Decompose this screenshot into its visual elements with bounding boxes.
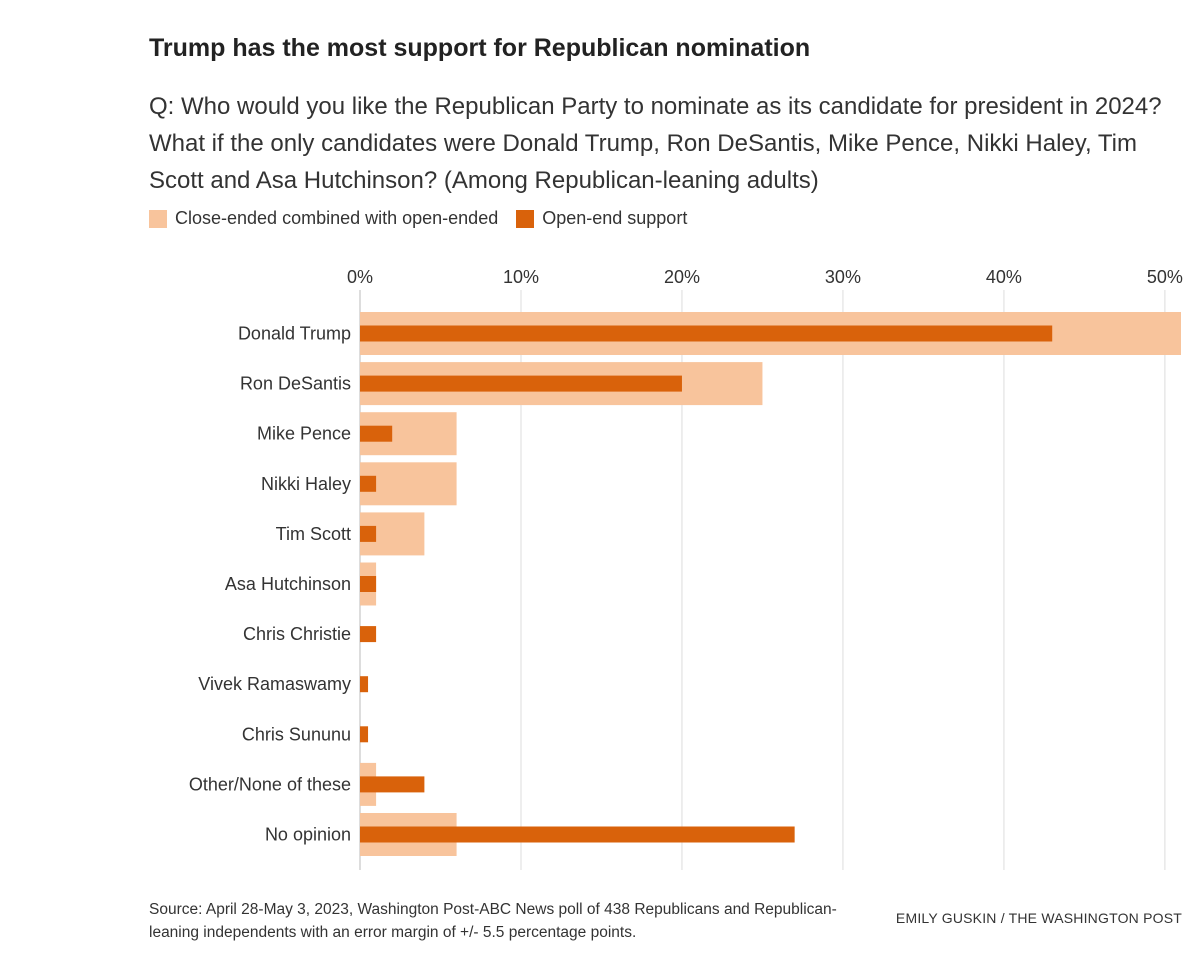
credit-line: EMILY GUSKIN / THE WASHINGTON POST bbox=[895, 910, 1182, 926]
x-tick-label: 20% bbox=[664, 267, 700, 287]
bar-open bbox=[360, 826, 795, 843]
category-label: Ron DeSantis bbox=[240, 374, 351, 394]
legend-item-open: Open-end support bbox=[516, 208, 687, 229]
bar-open bbox=[360, 475, 377, 492]
category-label: Asa Hutchinson bbox=[225, 574, 351, 594]
x-tick-label: 30% bbox=[825, 267, 861, 287]
category-label: Vivek Ramaswamy bbox=[198, 674, 351, 694]
bar-open bbox=[360, 726, 369, 743]
bar-open bbox=[360, 425, 393, 442]
category-label: Other/None of these bbox=[189, 774, 351, 794]
category-label: Nikki Haley bbox=[261, 474, 351, 494]
category-label: Tim Scott bbox=[276, 524, 351, 544]
chart-subtitle: Q: Who would you like the Republican Par… bbox=[149, 93, 1162, 194]
legend-item-combined: Close-ended combined with open-ended bbox=[149, 208, 498, 229]
bar-open bbox=[360, 525, 377, 542]
category-label: Mike Pence bbox=[257, 424, 351, 444]
x-tick-label: 50% bbox=[1147, 267, 1183, 287]
chart-title: Trump has the most support for Republica… bbox=[149, 34, 811, 62]
source-note: Source: April 28-May 3, 2023, Washington… bbox=[149, 901, 837, 941]
category-label: Chris Sununu bbox=[242, 724, 351, 744]
category-label: Donald Trump bbox=[238, 324, 351, 344]
category-label: Chris Christie bbox=[243, 624, 351, 644]
legend: Close-ended combined with open-ended Ope… bbox=[149, 208, 705, 229]
category-label: No opinion bbox=[265, 825, 351, 845]
x-tick-label: 10% bbox=[503, 267, 539, 287]
legend-swatch-combined bbox=[149, 209, 167, 228]
bar-open bbox=[360, 676, 369, 693]
bar-open bbox=[360, 325, 1053, 342]
legend-swatch-open bbox=[516, 209, 535, 228]
legend-label-open: Open-end support bbox=[542, 208, 688, 228]
bar-open bbox=[360, 776, 425, 793]
legend-label-combined: Close-ended combined with open-ended bbox=[175, 208, 499, 228]
bar-open bbox=[360, 576, 377, 592]
bar-open bbox=[360, 626, 377, 643]
bar-open bbox=[360, 375, 682, 392]
x-tick-label: 0% bbox=[347, 267, 373, 287]
x-tick-label: 40% bbox=[986, 267, 1022, 287]
